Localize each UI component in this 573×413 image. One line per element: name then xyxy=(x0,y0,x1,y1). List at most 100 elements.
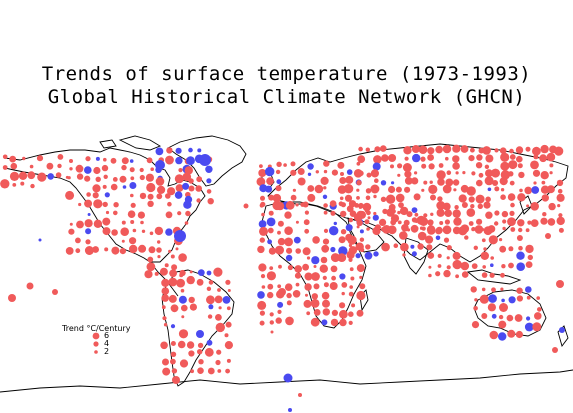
cooling-station-marker xyxy=(488,294,497,303)
cooling-station-marker xyxy=(364,251,373,260)
warming-station-marker xyxy=(482,146,491,155)
warming-station-marker xyxy=(323,282,329,288)
warming-station-marker xyxy=(462,171,466,175)
warming-station-marker xyxy=(329,282,338,290)
warming-station-marker xyxy=(397,210,401,215)
warming-station-marker xyxy=(22,156,26,161)
legend-marker-4 xyxy=(93,341,99,347)
warming-station-marker xyxy=(169,269,178,278)
warming-station-marker xyxy=(501,210,509,218)
warming-station-marker xyxy=(260,274,266,279)
warming-station-marker xyxy=(379,218,387,226)
warming-station-marker xyxy=(147,193,154,200)
warming-station-marker xyxy=(175,247,179,251)
warming-station-marker xyxy=(93,219,103,228)
warming-station-marker xyxy=(359,283,366,290)
warming-station-marker xyxy=(356,161,361,166)
warming-station-marker xyxy=(452,162,460,170)
warming-station-marker xyxy=(546,185,555,194)
warming-station-marker xyxy=(393,243,399,248)
warming-station-marker xyxy=(129,167,135,173)
warming-station-marker xyxy=(138,244,147,253)
warming-station-marker xyxy=(489,272,495,278)
cooling-station-marker xyxy=(410,244,415,249)
warming-station-marker xyxy=(370,184,380,194)
warming-station-marker xyxy=(343,184,354,194)
cooling-station-marker xyxy=(508,296,516,304)
warming-station-marker xyxy=(150,167,154,171)
cooling-station-marker xyxy=(182,182,190,190)
warming-station-marker xyxy=(267,291,274,299)
warming-station-marker xyxy=(8,294,16,302)
warming-station-marker xyxy=(121,157,129,165)
warming-station-marker xyxy=(494,186,500,192)
warming-station-marker xyxy=(388,154,397,162)
warming-station-marker xyxy=(170,254,175,259)
warming-station-marker xyxy=(500,188,505,192)
warming-station-marker xyxy=(127,210,136,218)
warming-station-marker xyxy=(546,152,556,162)
warming-station-marker xyxy=(430,212,434,216)
warming-station-marker xyxy=(525,228,530,233)
cooling-station-marker xyxy=(38,238,42,242)
warming-station-marker xyxy=(542,212,547,217)
warming-station-marker xyxy=(474,225,484,234)
warming-station-marker xyxy=(498,314,504,320)
warming-station-marker xyxy=(269,266,274,270)
warming-station-marker xyxy=(155,177,165,186)
warming-station-marker xyxy=(292,290,301,298)
warming-station-marker xyxy=(110,183,118,191)
warming-station-marker xyxy=(170,351,177,357)
warming-station-marker xyxy=(345,175,354,184)
warming-station-marker xyxy=(381,154,389,162)
warming-station-marker xyxy=(162,287,169,294)
warming-station-marker xyxy=(517,193,526,202)
cooling-station-marker xyxy=(205,165,213,173)
warming-station-marker xyxy=(526,295,531,300)
warming-station-marker xyxy=(366,227,370,231)
warming-station-marker xyxy=(436,201,446,210)
warming-station-marker xyxy=(261,285,266,289)
cooling-station-marker xyxy=(129,159,134,163)
warming-station-marker xyxy=(402,163,412,172)
warming-station-marker xyxy=(67,176,71,180)
warming-station-marker xyxy=(437,264,442,268)
warming-station-marker xyxy=(170,304,179,313)
warming-station-marker xyxy=(516,235,523,241)
warming-station-marker xyxy=(524,186,532,195)
warming-station-marker xyxy=(417,231,427,241)
warming-station-marker xyxy=(139,192,147,200)
warming-station-marker xyxy=(330,253,340,263)
warming-station-marker xyxy=(144,270,153,279)
warming-station-marker xyxy=(182,172,192,182)
warming-station-marker xyxy=(443,237,450,243)
warming-station-marker xyxy=(436,208,445,217)
warming-station-marker xyxy=(348,217,354,223)
warming-station-marker xyxy=(179,269,186,277)
warming-station-marker xyxy=(225,368,231,374)
warming-station-marker xyxy=(269,312,274,317)
warming-station-marker xyxy=(414,220,418,223)
warming-station-marker xyxy=(390,219,397,226)
warming-station-marker xyxy=(470,286,477,293)
warming-station-marker xyxy=(270,330,274,334)
warming-station-marker xyxy=(365,147,370,152)
warming-station-marker xyxy=(275,201,285,211)
warming-station-marker xyxy=(507,193,516,201)
cooling-station-marker xyxy=(206,270,212,276)
warming-station-marker xyxy=(305,293,308,297)
warming-station-marker xyxy=(290,169,297,176)
cooling-station-marker xyxy=(165,228,173,236)
cooling-station-marker xyxy=(266,217,276,227)
warming-station-marker xyxy=(283,163,287,167)
warming-station-marker xyxy=(312,236,320,244)
warming-station-marker xyxy=(198,359,204,365)
warming-station-marker xyxy=(306,311,311,316)
warming-station-marker xyxy=(84,219,93,228)
warming-station-marker xyxy=(485,196,491,203)
warming-station-marker xyxy=(473,306,478,311)
warming-station-marker xyxy=(65,190,75,200)
warming-station-marker xyxy=(322,308,330,316)
warming-station-marker xyxy=(482,265,487,269)
warming-station-marker xyxy=(284,226,293,235)
